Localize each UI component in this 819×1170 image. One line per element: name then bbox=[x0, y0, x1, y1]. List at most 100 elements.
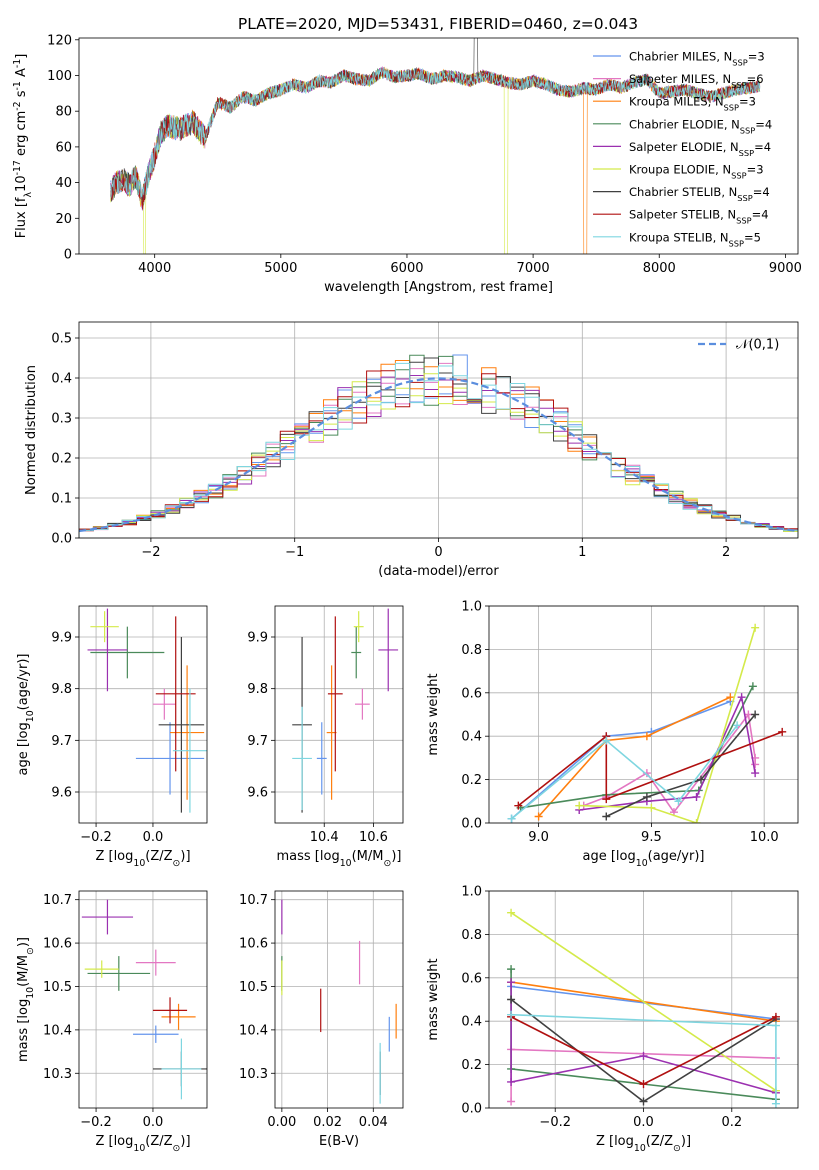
y-tick-label: 0.8 bbox=[461, 643, 482, 658]
y-tick-label: 10.7 bbox=[239, 893, 268, 908]
plot-area bbox=[110, 38, 761, 254]
weight-marker-5 bbox=[639, 1051, 648, 1060]
y-tick-label: 10.5 bbox=[239, 980, 268, 995]
x-tick-label: 0.0 bbox=[143, 1115, 164, 1130]
weight-marker-9 bbox=[674, 797, 683, 806]
weight-marker-8 bbox=[778, 727, 787, 736]
residuals-panel: −2 −1 0 1 2 0.0 0.1 0.2 0.3 0.4 0.5 (data-model)/er… bbox=[24, 321, 799, 579]
mass-vs-metallicity-panel: −0.2 0.0 10.3 10.4 10.5 10.6 10.7 Z [log10(Z/Z⊙… bbox=[16, 890, 208, 1154]
figure-title: PLATE=2020, MJD=53431, FIBERID=0460, z=0… bbox=[238, 15, 638, 33]
weight-marker-5 bbox=[507, 978, 516, 987]
legend-label-4: Chabrier ELODIE, NSSP=4 bbox=[629, 117, 772, 135]
y-tick-label: 60 bbox=[55, 140, 72, 155]
x-tick-label: 5000 bbox=[264, 261, 297, 276]
legend-label-3: Kroupa MILES, NSSP=3 bbox=[629, 95, 756, 113]
y-tick-label: 10.6 bbox=[239, 937, 268, 952]
x-axis-label: mass [log10(M/M⊙)] bbox=[277, 849, 402, 869]
axes-frame bbox=[78, 321, 799, 539]
y-tick-label: 9.8 bbox=[247, 682, 268, 697]
weight-marker-9 bbox=[733, 721, 742, 730]
y-tick-label: 0.0 bbox=[461, 1102, 482, 1117]
y-tick-label: 0.4 bbox=[461, 1015, 482, 1030]
weight-marker-8 bbox=[639, 1080, 648, 1089]
weight-marker-9 bbox=[602, 736, 611, 745]
y-tick-label: 0.8 bbox=[461, 928, 482, 943]
y-tick-label: 9.9 bbox=[51, 631, 72, 646]
weight-marker-3 bbox=[726, 693, 735, 702]
y-tick-label: 10.3 bbox=[43, 1067, 72, 1082]
weight-marker-9 bbox=[771, 1099, 780, 1108]
x-tick-label: 4000 bbox=[138, 261, 171, 276]
weight-vs-age-panel: 9.0 9.5 10.0 0.0 0.2 0.4 0.6 0.8 1.0 age [log10(a… bbox=[426, 600, 799, 869]
y-tick-label: 9.9 bbox=[247, 631, 268, 646]
axes-frame bbox=[274, 890, 404, 1109]
y-tick-label: 9.6 bbox=[51, 786, 72, 801]
x-tick-label: 10.4 bbox=[310, 830, 339, 845]
y-tick-label: 0.3 bbox=[51, 412, 72, 427]
weight-line-8 bbox=[517, 731, 783, 807]
y-axis-label: mass weight bbox=[426, 958, 441, 1040]
weight-line-5 bbox=[510, 982, 777, 1094]
normal-curve bbox=[79, 377, 798, 533]
y-tick-label: 10.6 bbox=[43, 937, 72, 952]
x-tick-label: 0.2 bbox=[721, 1115, 742, 1130]
axes-frame bbox=[78, 37, 799, 255]
weight-line-6 bbox=[579, 627, 756, 823]
weight-marker-9 bbox=[507, 1010, 516, 1019]
y-tick-label: 40 bbox=[55, 176, 72, 191]
x-tick-label: 9.5 bbox=[641, 830, 662, 845]
axes-frame bbox=[78, 890, 208, 1109]
y-tick-label: 9.8 bbox=[51, 682, 72, 697]
weight-marker-7 bbox=[602, 812, 611, 821]
legend-label-normal: 𝒩(0,1) bbox=[736, 338, 779, 353]
y-tick-label: 10.4 bbox=[43, 1023, 72, 1038]
x-axis-label: Z [log10(Z/Z⊙)] bbox=[95, 1134, 190, 1154]
x-axis-label: wavelength [Angstrom, rest frame] bbox=[324, 280, 553, 295]
y-tick-label: 0 bbox=[64, 248, 72, 263]
x-tick-label: −0.2 bbox=[80, 1115, 112, 1130]
weight-marker-9 bbox=[507, 814, 516, 823]
weight-line-1 bbox=[511, 985, 776, 1020]
weight-marker-6 bbox=[692, 819, 701, 823]
x-tick-label: 8000 bbox=[643, 261, 676, 276]
legend-label-6: Kroupa ELODIE, NSSP=3 bbox=[629, 163, 764, 181]
weight-marker-7 bbox=[507, 995, 516, 1004]
age-vs-metallicity-panel: −0.2 0.0 9.6 9.7 9.8 9.9 Z [log10(Z/Z⊙)] age [l… bbox=[16, 605, 208, 869]
x-axis-label: Z [log10(Z/Z⊙)] bbox=[596, 1134, 691, 1154]
y-tick-label: 0.1 bbox=[51, 492, 72, 507]
x-axis-label: (data-model)/error bbox=[378, 564, 499, 579]
weight-marker-7 bbox=[642, 792, 651, 801]
y-axis-label: mass weight bbox=[426, 673, 441, 755]
y-tick-label: 9.6 bbox=[247, 786, 268, 801]
x-tick-label: 9.0 bbox=[528, 830, 549, 845]
y-axis-label: age [log10(age/yr)] bbox=[16, 654, 36, 776]
plot-area bbox=[281, 899, 397, 1104]
x-tick-label: 6000 bbox=[390, 261, 423, 276]
legend-label-2: Salpeter MILES, NSSP=6 bbox=[629, 72, 764, 90]
x-axis-label: age [log10(age/yr)] bbox=[583, 849, 705, 869]
age-vs-mass-panel: 10.4 10.6 9.6 9.7 9.8 9.9 mass [log10(M/M⊙)] bbox=[247, 605, 404, 869]
weight-marker-7 bbox=[697, 775, 706, 784]
x-tick-label: −2 bbox=[141, 545, 160, 560]
weight-line-9 bbox=[511, 724, 738, 820]
x-tick-label: 7000 bbox=[517, 261, 550, 276]
x-tick-label: 2 bbox=[722, 545, 730, 560]
spectrum-line-9 bbox=[110, 67, 761, 199]
y-tick-label: 0.5 bbox=[51, 332, 72, 347]
y-tick-label: 10.7 bbox=[43, 893, 72, 908]
weight-marker-6 bbox=[647, 803, 656, 812]
y-axis-label: mass [log10(M/M⊙)] bbox=[16, 937, 36, 1062]
y-tick-label: 0.2 bbox=[461, 1058, 482, 1073]
weight-marker-2 bbox=[751, 760, 760, 769]
y-tick-label: 10.5 bbox=[43, 980, 72, 995]
weight-vs-metallicity-panel: −0.2 0.0 0.2 0.0 0.2 0.4 0.6 0.8 1.0 Z [log10(Z/Z… bbox=[426, 885, 799, 1154]
y-tick-label: 1.0 bbox=[461, 885, 482, 900]
y-tick-label: 0.4 bbox=[461, 730, 482, 745]
weight-line-4 bbox=[520, 685, 754, 809]
x-tick-label: 10.6 bbox=[359, 830, 388, 845]
weight-marker-7 bbox=[639, 1097, 648, 1106]
x-axis-label: E(B-V) bbox=[319, 1134, 359, 1149]
weight-marker-6 bbox=[507, 908, 516, 917]
axes-frame bbox=[274, 605, 404, 824]
x-axis-label: Z [log10(Z/Z⊙)] bbox=[95, 849, 190, 869]
